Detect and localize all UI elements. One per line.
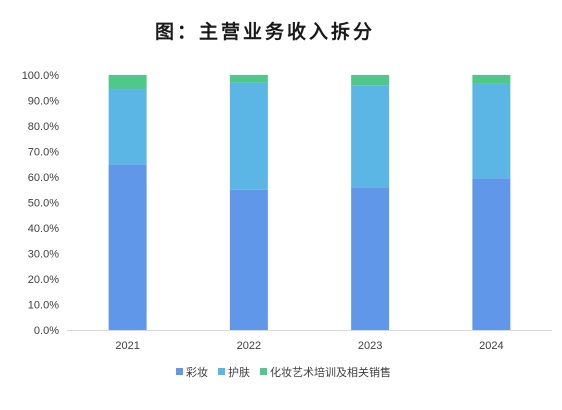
bar-segment-2024-series-2 bbox=[472, 75, 511, 84]
y-tick-label: 50.0% bbox=[28, 198, 59, 210]
bars-group bbox=[108, 75, 511, 330]
bar-segment-2023-series-2 bbox=[351, 75, 390, 86]
y-tick-label: 80.0% bbox=[28, 121, 59, 133]
x-tick-label: 2022 bbox=[237, 340, 261, 352]
bar-segment-2022-series-1 bbox=[229, 82, 268, 190]
y-tick-label: 0.0% bbox=[34, 325, 59, 337]
y-tick-label: 10.0% bbox=[28, 300, 59, 312]
bar-segment-2023-series-1 bbox=[351, 85, 390, 188]
y-tick-label: 40.0% bbox=[28, 223, 59, 235]
y-tick-label: 70.0% bbox=[28, 147, 59, 159]
legend-label: 彩妆 bbox=[186, 366, 208, 379]
bar-segment-2024-series-0 bbox=[472, 178, 511, 330]
x-axis: 2021 2022 2023 2024 bbox=[115, 340, 503, 352]
legend-swatch bbox=[176, 368, 183, 375]
y-axis: 0.0% 10.0% 20.0% 30.0% 40.0% 50.0% 60.0% 70.0% 8… bbox=[22, 70, 60, 337]
chart-title: 图：主营业务收入拆分 bbox=[155, 20, 375, 43]
y-tick-label: 90.0% bbox=[28, 96, 59, 108]
y-tick-label: 100.0% bbox=[22, 70, 60, 82]
x-tick-label: 2023 bbox=[358, 340, 382, 352]
y-tick-label: 30.0% bbox=[28, 249, 59, 261]
x-tick-label: 2021 bbox=[115, 340, 139, 352]
y-tick-label: 20.0% bbox=[28, 274, 59, 286]
bar-segment-2021-series-1 bbox=[108, 89, 147, 165]
x-tick-label: 2024 bbox=[479, 340, 503, 352]
bar-segment-2021-series-2 bbox=[108, 75, 147, 90]
bar-segment-2022-series-0 bbox=[229, 189, 268, 330]
bar-segment-2023-series-0 bbox=[351, 187, 390, 330]
legend-swatch bbox=[260, 368, 267, 375]
y-tick-label: 60.0% bbox=[28, 172, 59, 184]
legend: 彩妆 护肤 化妆艺术培训及相关销售 bbox=[176, 365, 391, 379]
bar-segment-2021-series-0 bbox=[108, 164, 147, 330]
legend-label: 化妆艺术培训及相关销售 bbox=[270, 365, 391, 379]
legend-swatch bbox=[218, 368, 225, 375]
legend-label: 护肤 bbox=[228, 365, 250, 379]
bar-segment-2022-series-2 bbox=[229, 75, 268, 83]
bar-segment-2024-series-1 bbox=[472, 83, 511, 179]
